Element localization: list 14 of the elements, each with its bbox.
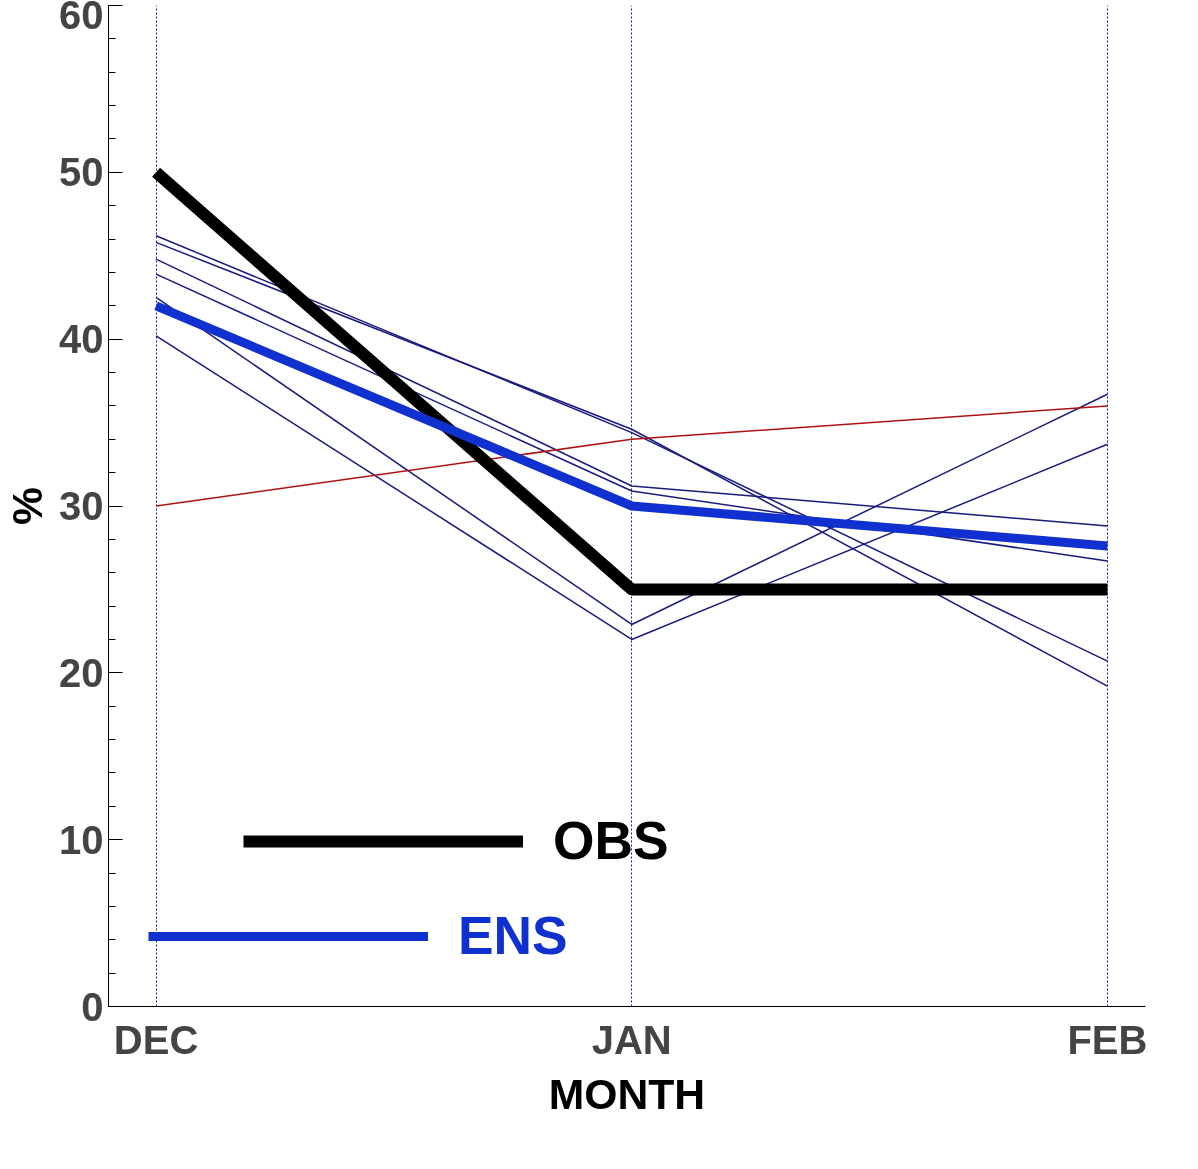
y-tick-label: 50 [59,150,104,195]
x-tick-label: FEB [1067,1017,1148,1062]
text: OBS [553,810,669,871]
x-tick-label: JAN [591,1017,672,1062]
text: ENS [458,905,568,966]
x-tick-label: DEC [113,1017,199,1062]
y-tick-label: 40 [59,317,104,362]
y-tick-label: 20 [59,650,104,695]
y-axis-title: % [3,487,52,525]
y-tick-label: 0 [81,984,104,1029]
y-tick-label: 10 [59,817,104,862]
y-tick-label: 60 [59,0,104,37]
x-axis-title: MONTH [548,1069,706,1118]
y-tick-label: 30 [59,484,104,528]
